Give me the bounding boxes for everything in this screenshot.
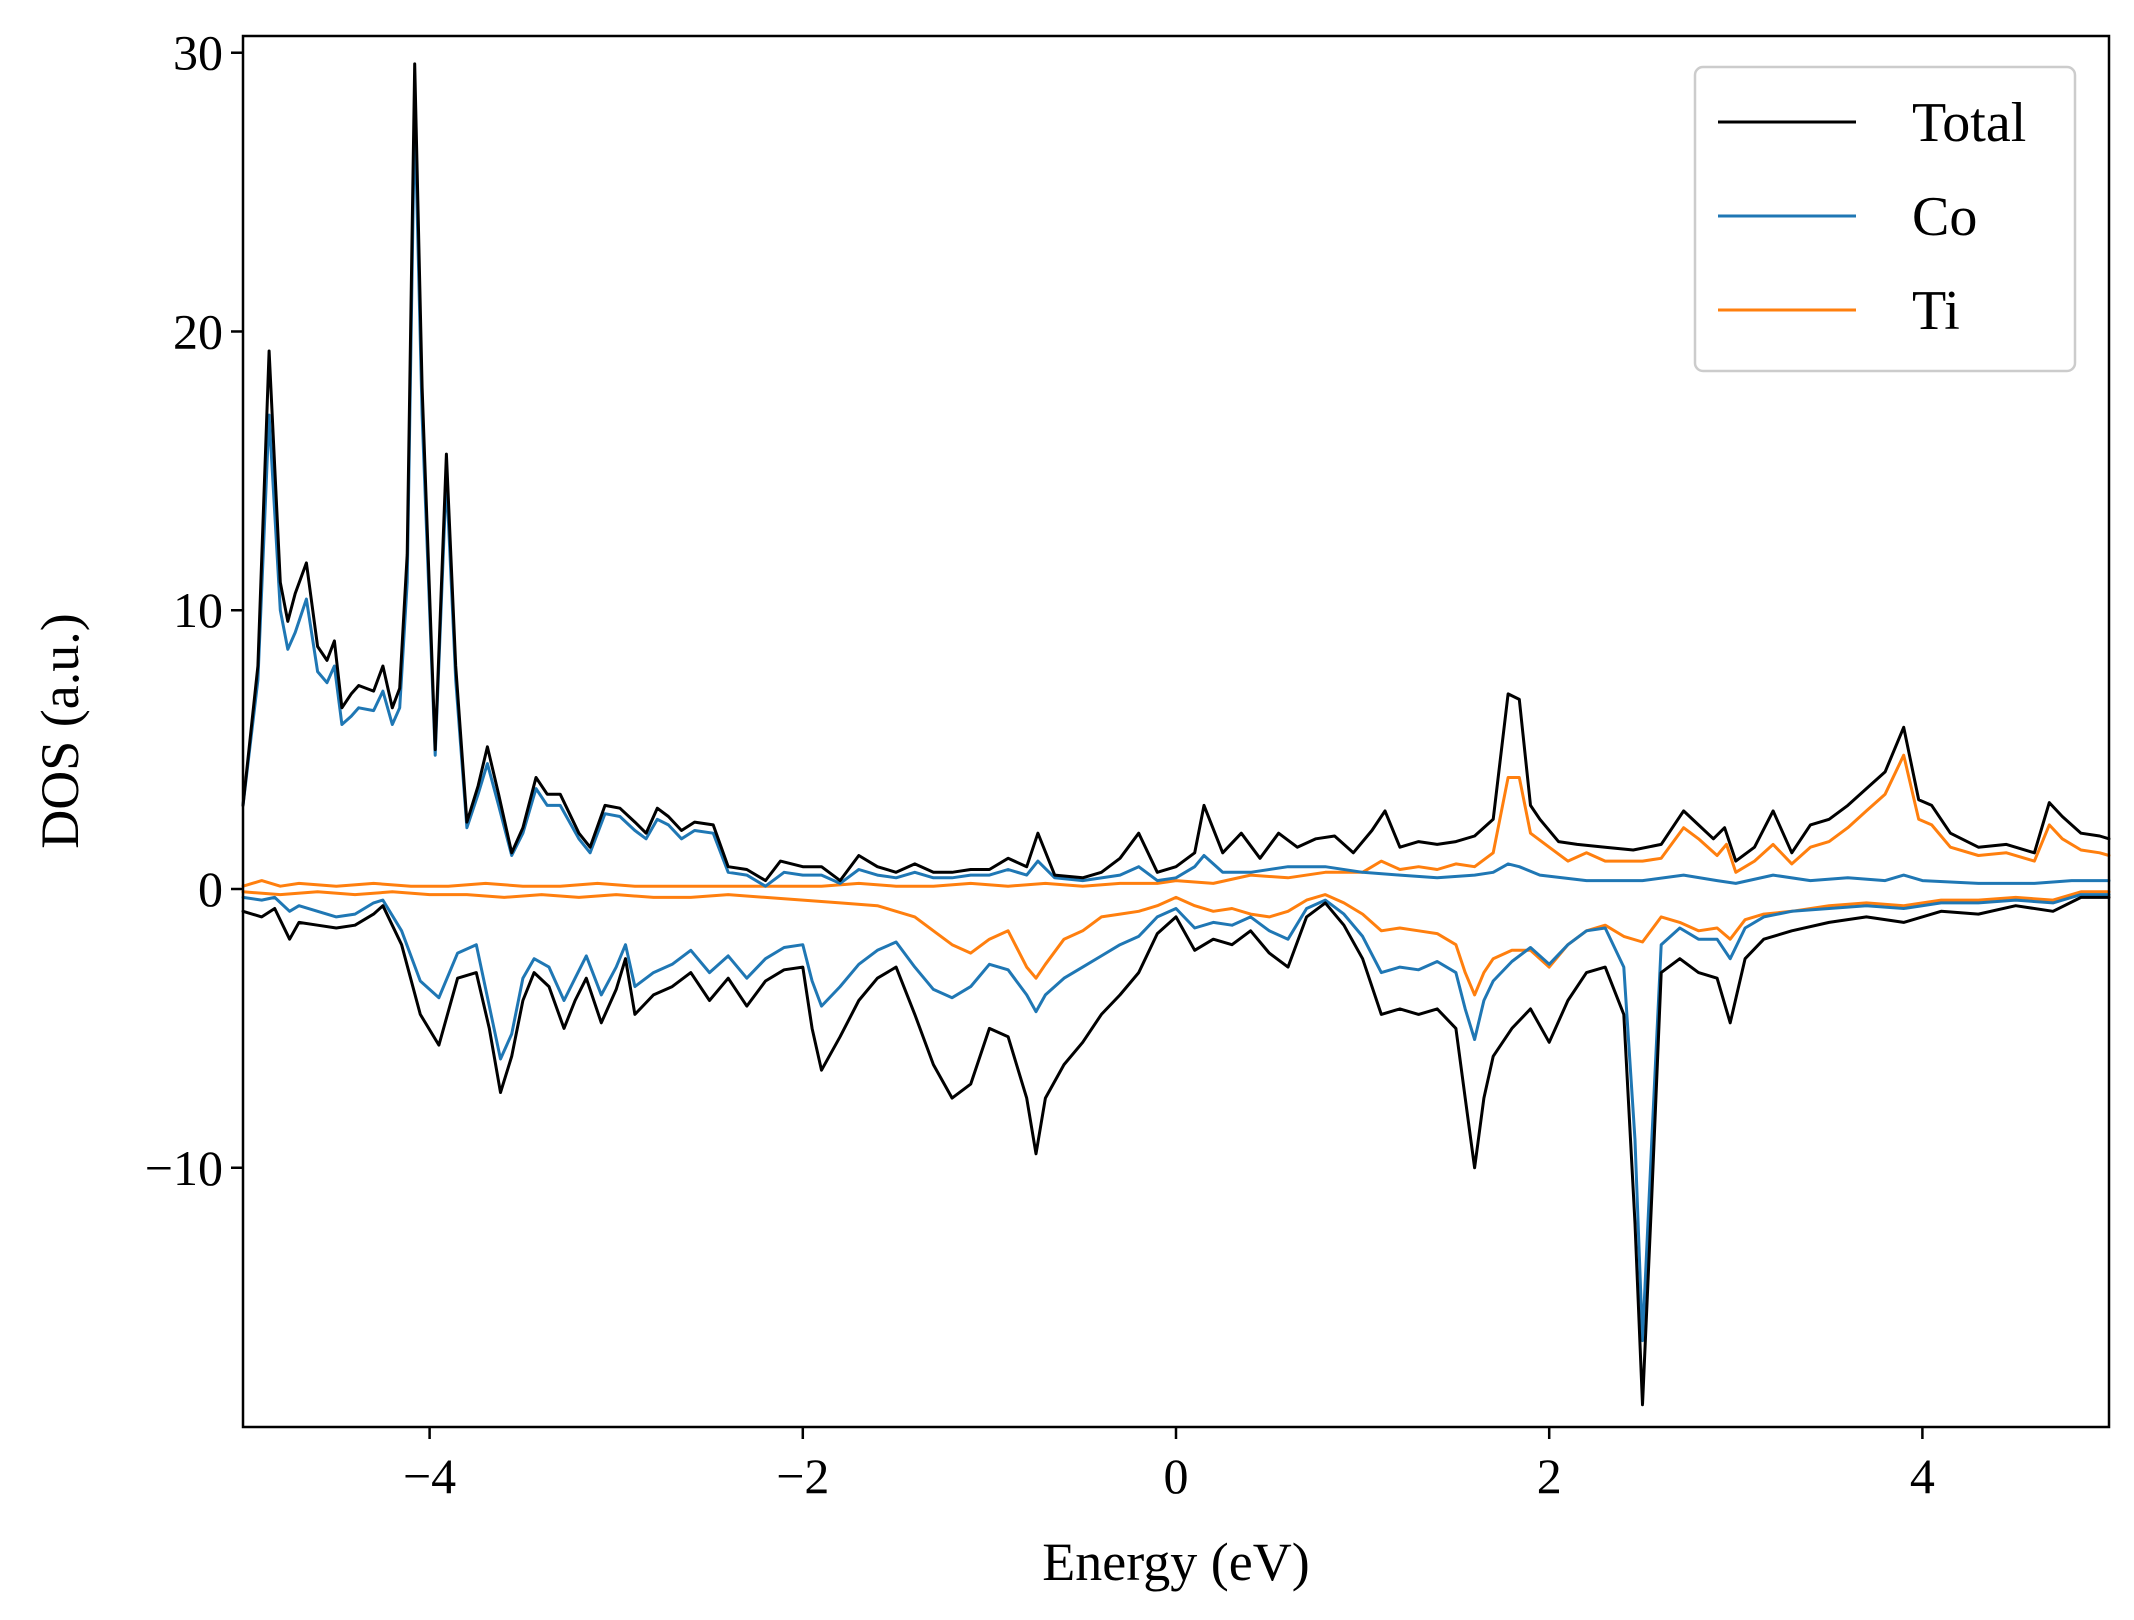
- series-line-co-up: [241, 107, 2111, 888]
- series-line-total-up: [241, 62, 2111, 883]
- legend-label-co: Co: [1912, 186, 1977, 248]
- x-tick-label: 4: [1910, 1448, 1935, 1504]
- series-line-ti-down: [241, 890, 2111, 997]
- series-line-total-down: [241, 895, 2111, 1407]
- legend: Total Co Ti: [1693, 65, 2077, 373]
- series-line-ti-up: [241, 753, 2111, 888]
- y-axis-ticks: −10 0 10 20 30: [145, 25, 243, 1196]
- x-tick-label: 2: [1537, 1448, 1562, 1504]
- x-tick-label: −2: [776, 1448, 829, 1504]
- legend-label-ti: Ti: [1912, 280, 1960, 342]
- legend-box: [1693, 65, 2077, 373]
- x-axis-ticks: −4 −2 0 2 4: [403, 1427, 1935, 1504]
- series-line-co-down: [241, 893, 2111, 1343]
- y-tick-label: 20: [173, 303, 223, 359]
- y-tick-label: 0: [198, 861, 223, 917]
- series-layer: [241, 62, 2111, 1407]
- x-tick-label: −4: [403, 1448, 456, 1504]
- y-tick-label: −10: [145, 1140, 223, 1196]
- x-tick-label: 0: [1164, 1448, 1189, 1504]
- plot-frame: [241, 34, 2111, 1429]
- legend-label-total: Total: [1912, 92, 2026, 154]
- y-tick-label: 30: [173, 25, 223, 81]
- y-tick-label: 10: [173, 582, 223, 638]
- y-axis-label: DOS (a.u.): [30, 613, 90, 848]
- x-axis-label: Energy (eV): [1042, 1532, 1309, 1592]
